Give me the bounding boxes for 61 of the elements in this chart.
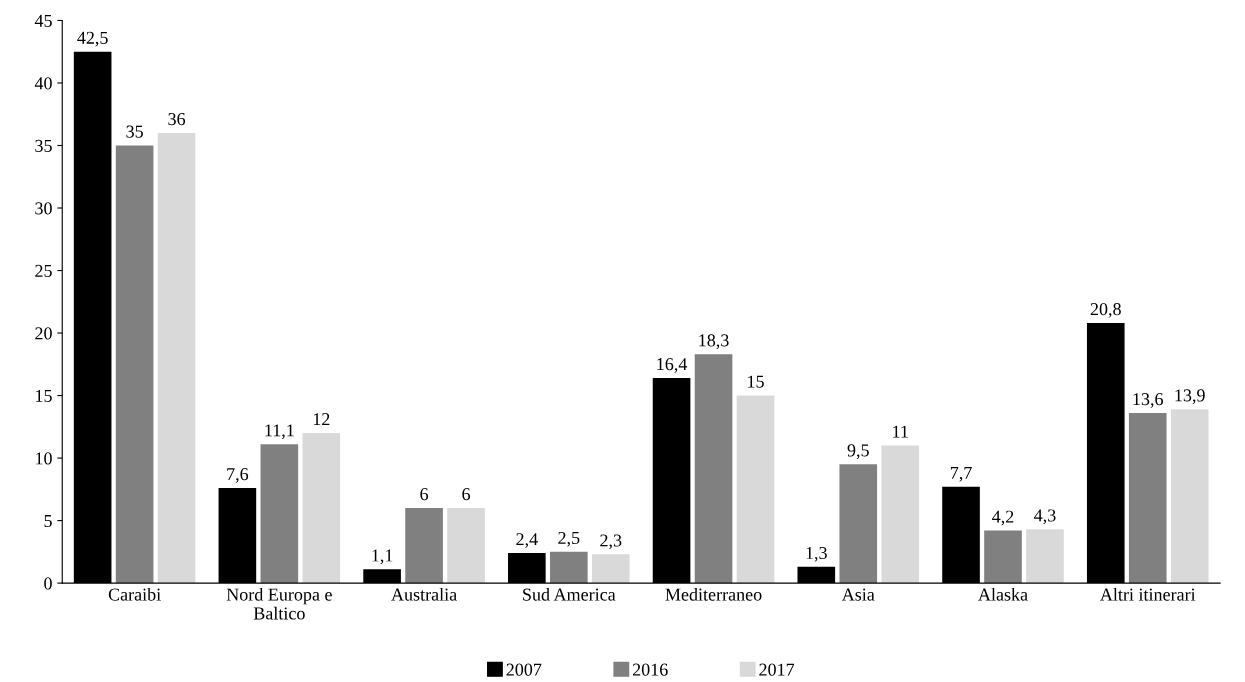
bar [302, 433, 341, 584]
data-label: 11 [893, 425, 908, 438]
data-label: 2,4 [516, 533, 538, 548]
data-label: 13,9 [1175, 389, 1205, 405]
y-tick-label: 5 [44, 515, 52, 528]
data-label: 13,6 [1133, 393, 1163, 408]
data-label: 4,3 [1034, 509, 1056, 525]
data-label: 6 [420, 488, 429, 501]
bar [115, 145, 154, 584]
bar [260, 444, 299, 584]
x-tick-label: Nord Europa e Baltico [226, 587, 332, 620]
x-tick-label: Caraibi [108, 587, 161, 601]
legend-label: 2007 [506, 663, 542, 676]
y-tick-label: 35 [35, 139, 52, 152]
bar [591, 554, 630, 584]
bar [1128, 413, 1167, 584]
data-label: 16,4 [657, 358, 688, 373]
data-label: 42,5 [77, 31, 108, 47]
data-label: 2,3 [600, 534, 622, 550]
data-label: 18,3 [699, 334, 729, 350]
x-tick-label: Sud America [523, 587, 616, 601]
data-label: 9,5 [847, 444, 869, 460]
x-tick-label: Asia [841, 588, 875, 601]
data-label: 15 [748, 375, 764, 388]
bar [447, 508, 485, 584]
bar [549, 551, 588, 584]
data-label: 7,6 [227, 468, 249, 483]
data-label: 1,1 [372, 549, 393, 565]
bar [736, 395, 775, 584]
y-tick-label: 10 [36, 452, 52, 465]
y-tick-label: 20 [35, 327, 52, 340]
data-label: 11,1 [265, 424, 294, 440]
y-tick-label: 25 [35, 264, 52, 277]
bar [694, 354, 733, 584]
y-tick-label: 15 [36, 389, 52, 402]
bar [839, 464, 878, 584]
bar [984, 530, 1022, 584]
x-tick-label: Australia [391, 587, 457, 601]
legend-label: 2016 [632, 663, 668, 676]
bar [881, 445, 920, 584]
data-label: 2,5 [558, 531, 580, 547]
data-label: 6 [462, 488, 471, 501]
bar [405, 508, 443, 584]
data-label: 35 [126, 125, 143, 138]
data-label: 4,2 [992, 510, 1014, 526]
data-label: 36 [168, 113, 186, 126]
bar [157, 132, 196, 584]
data-label: 1,3 [806, 546, 827, 562]
y-tick-label: 0 [44, 577, 52, 590]
y-tick-label: 45 [34, 14, 52, 27]
x-tick-label: Altri itinerari [1100, 587, 1196, 601]
data-label: 20,8 [1090, 303, 1121, 318]
bar [1170, 409, 1209, 584]
x-tick-label: Alaska [978, 587, 1028, 601]
y-tick-label: 40 [34, 77, 52, 90]
bar [1026, 529, 1064, 584]
data-label: 12 [313, 413, 330, 426]
legend-label: 2017 [759, 663, 795, 676]
x-tick-label: Mediterraneo [665, 587, 762, 601]
y-tick-label: 30 [35, 202, 52, 215]
data-label: 7,7 [950, 467, 972, 482]
